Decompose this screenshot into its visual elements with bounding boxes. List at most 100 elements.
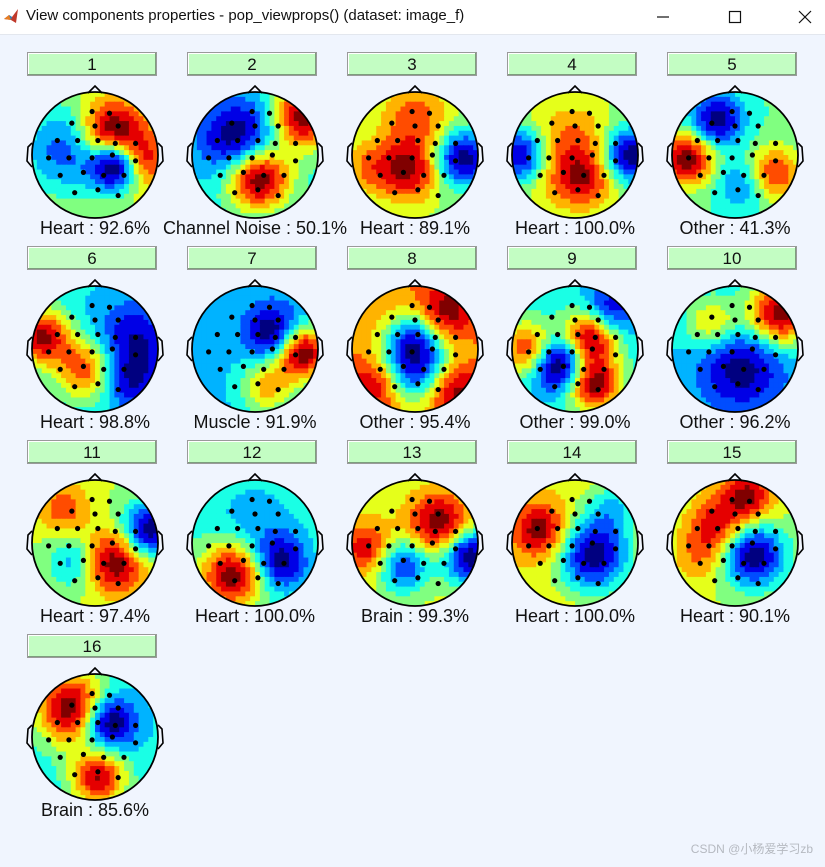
electrode-dot [575, 331, 581, 338]
component-classification-label: Heart : 90.1% [679, 606, 791, 626]
nose-marker [407, 84, 423, 94]
scalp-topography-map[interactable] [180, 472, 330, 614]
electrode-dot [69, 120, 75, 126]
watermark: CSDN @小杨爱学习zb [690, 842, 813, 856]
maximize-button[interactable] [713, 0, 757, 34]
right-ear-marker [637, 142, 644, 168]
component-panel: 13 Brain : 99.3% [320, 422, 484, 626]
scalp-topography-map[interactable] [660, 84, 810, 226]
electrode-dot [746, 304, 753, 310]
left-ear-marker [666, 530, 673, 556]
electrode-dot [415, 525, 421, 532]
electrode-dot [415, 575, 421, 581]
left-ear-marker [186, 530, 193, 556]
component-number-button[interactable]: 6 [27, 246, 157, 270]
minimize-button[interactable] [641, 0, 685, 34]
scalp-topography-map[interactable] [500, 278, 650, 420]
electrode-dot [706, 349, 712, 355]
electrode-dot [569, 302, 575, 309]
electrode-dot [586, 304, 593, 310]
head-outline [511, 479, 639, 607]
nose-marker [567, 278, 583, 288]
electrode-dot [217, 366, 223, 372]
electrode-dot [132, 140, 139, 147]
component-number-button[interactable]: 11 [27, 440, 157, 464]
electrode-dot [772, 158, 779, 164]
electrode-dot [592, 528, 598, 535]
electrode-dot [115, 774, 121, 781]
right-ear-marker [637, 336, 644, 362]
electrode-dot [560, 169, 567, 175]
electrode-dot [249, 543, 255, 549]
scalp-topography-map[interactable] [660, 472, 810, 614]
electrode-dot [761, 366, 767, 372]
scalp-topography-map[interactable] [340, 278, 490, 420]
right-ear-marker [797, 142, 804, 168]
right-ear-marker [317, 530, 324, 556]
electrode-dot [275, 317, 281, 323]
scalp-topography-map[interactable] [20, 666, 170, 808]
electrode-dot [275, 192, 281, 199]
electrode-dot [292, 352, 299, 358]
electrode-dot [72, 772, 78, 778]
electrode-dot [255, 187, 261, 193]
left-ear-marker [506, 336, 513, 362]
electrode-dot [89, 349, 95, 355]
head-outline [31, 673, 159, 801]
electrode-dot [595, 317, 601, 323]
electrode-dot [46, 349, 52, 355]
electrode-dot [132, 334, 139, 341]
component-classification-label: Muscle : 91.9% [193, 412, 317, 432]
electrode-dot [735, 187, 741, 193]
component-number-button[interactable]: 4 [507, 52, 637, 76]
electrode-dot [729, 108, 735, 115]
electrode-dot [772, 528, 779, 535]
right-ear-marker [317, 336, 324, 362]
component-number-button[interactable]: 15 [667, 440, 797, 464]
electrode-dot [95, 525, 101, 532]
component-number-button[interactable]: 16 [27, 634, 157, 658]
electrode-dot [572, 317, 578, 323]
component-number-button[interactable]: 2 [187, 52, 317, 76]
electrode-dot [66, 155, 72, 161]
component-number-button[interactable]: 12 [187, 440, 317, 464]
component-number-button[interactable]: 9 [507, 246, 637, 270]
scalp-topography-map[interactable] [20, 472, 170, 614]
electrode-dot [377, 366, 383, 372]
electrode-dot [272, 528, 278, 535]
scalp-topography-map[interactable] [500, 84, 650, 226]
component-number-button[interactable]: 5 [667, 52, 797, 76]
electrode-dot [409, 349, 415, 355]
electrode-dot [106, 110, 113, 116]
electrode-dot [569, 349, 575, 355]
scalp-topography-map[interactable] [500, 472, 650, 614]
component-number-button[interactable]: 7 [187, 246, 317, 270]
electrode-dot [106, 692, 113, 698]
component-number-button[interactable]: 8 [347, 246, 477, 270]
scalp-topography-map[interactable] [180, 278, 330, 420]
electrode-dot [435, 192, 441, 199]
electrode-dot [366, 543, 372, 549]
electrode-dot [735, 137, 741, 144]
scalp-topography-map[interactable] [340, 84, 490, 226]
component-number-button[interactable]: 1 [27, 52, 157, 76]
scalp-topography-map[interactable] [20, 84, 170, 226]
component-number-button[interactable]: 10 [667, 246, 797, 270]
scalp-topography-map[interactable] [660, 278, 810, 420]
title-bar: View components properties - pop_viewpro… [0, 0, 825, 35]
scalp-topography-map[interactable] [180, 84, 330, 226]
nose-marker [247, 472, 263, 482]
electrode-dot [112, 722, 118, 729]
electrode-dot [735, 331, 741, 338]
close-button[interactable] [783, 0, 825, 34]
component-number-button[interactable]: 14 [507, 440, 637, 464]
scalp-topography-map[interactable] [20, 278, 170, 420]
electrode-dot [132, 158, 139, 164]
component-number-button[interactable]: 13 [347, 440, 477, 464]
scalp-topography-map[interactable] [340, 472, 490, 614]
electrode-dot [555, 137, 561, 144]
electrode-dot [69, 508, 75, 514]
nose-marker [727, 84, 743, 94]
component-number-button[interactable]: 3 [347, 52, 477, 76]
electrode-dot [269, 152, 275, 158]
